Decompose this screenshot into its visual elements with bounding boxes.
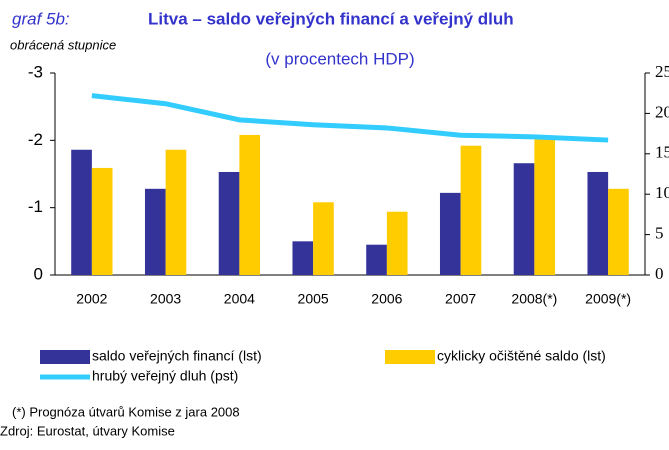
line (91, 93, 609, 143)
x-tick-label: 2006 (371, 291, 402, 307)
footnote: (*) Prognóza útvarů Komise z jara 2008 (12, 404, 240, 419)
y-tick-label: -2 (28, 130, 43, 149)
x-tick-label: 2004 (224, 291, 255, 307)
x-tick-label: 2009(*) (585, 291, 631, 307)
x-tick-label: 2002 (76, 291, 107, 307)
legend-swatch (40, 350, 90, 364)
y2-tick-label: 15 (655, 143, 669, 162)
y2-tick-label: 10 (655, 183, 669, 202)
bar (366, 244, 387, 275)
chart-subtitle: (v procentech HDP) (265, 49, 414, 68)
chart-label: graf 5b: (12, 9, 70, 28)
bar (439, 192, 461, 275)
y-tick-label: -1 (28, 197, 43, 216)
bar (218, 171, 240, 275)
y-tick-label: 0 (34, 264, 43, 283)
x-tick-label: 2005 (298, 291, 329, 307)
bar (460, 145, 482, 275)
axis-note: obrácená stupnice (10, 37, 116, 52)
bar (91, 167, 113, 275)
bar (534, 137, 556, 275)
x-tick-label: 2003 (150, 291, 181, 307)
bar (513, 163, 535, 275)
bar (313, 202, 334, 275)
bar (71, 149, 92, 275)
y2-tick-label: 20 (655, 102, 669, 121)
y2-tick-label: 25 (655, 62, 669, 81)
bar (587, 171, 609, 275)
bar (144, 188, 166, 275)
x-tick-label: 2008(*) (511, 291, 557, 307)
bar (239, 134, 261, 275)
x-tick-label: 2007 (445, 291, 476, 307)
chart-title: Litva – saldo veřejných financí a veřejn… (148, 9, 514, 28)
legend-swatch (385, 350, 435, 364)
bar (292, 241, 314, 275)
bar (386, 211, 408, 275)
bar (608, 188, 629, 275)
legend-label: cyklicky očištěné saldo (lst) (437, 348, 606, 364)
footnote: Zdroj: Eurostat, útvary Komise (0, 423, 175, 438)
y2-tick-label: 0 (655, 264, 664, 283)
y2-tick-label: 5 (655, 224, 664, 243)
bar (165, 149, 187, 275)
legend-label: saldo veřejných financí (lst) (92, 348, 262, 364)
legend-label: hrubý veřejný dluh (pst) (92, 368, 238, 384)
y-tick-label: -3 (28, 62, 43, 81)
